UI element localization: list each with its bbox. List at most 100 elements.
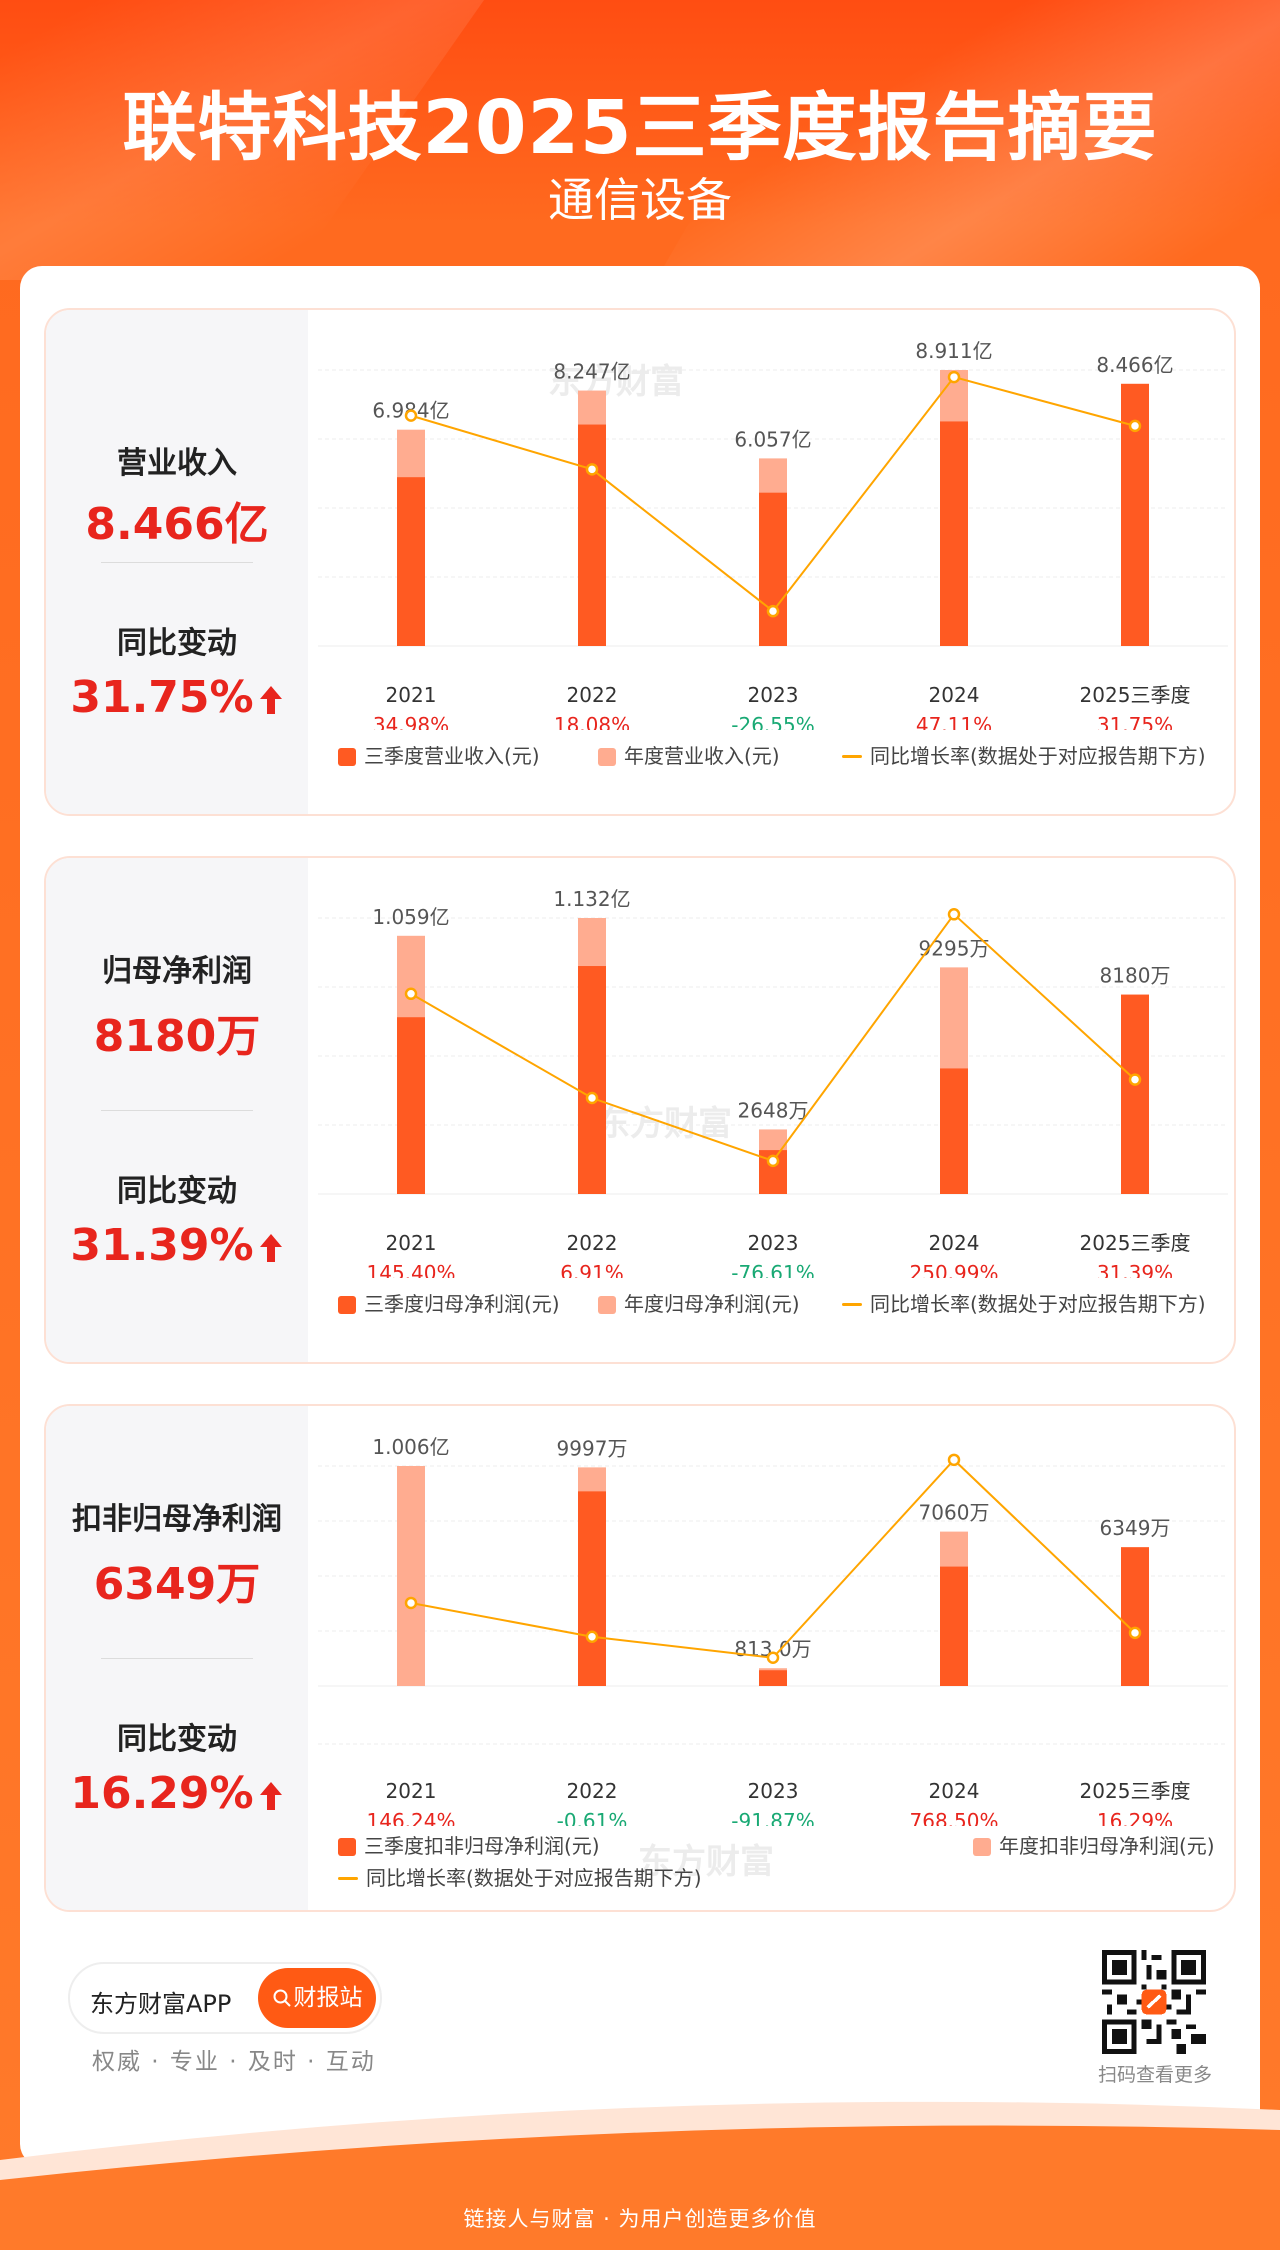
chart-svg: 1.059亿 2021 145.40% 1.132亿 2022 6.91% 2648万 202… bbox=[318, 887, 1228, 1278]
category-tick-label: 2021 bbox=[386, 683, 437, 707]
change-value-text: 16.29% bbox=[70, 1768, 254, 1819]
metric-label: 营业收入 bbox=[117, 446, 237, 481]
growth-rate-label: 47.11% bbox=[916, 713, 992, 730]
search-icon bbox=[273, 1989, 291, 2007]
app-search-pill[interactable]: 东方财富APP 财报站 bbox=[68, 1962, 382, 2034]
arrow-up-icon bbox=[259, 1782, 282, 1810]
annual-bar bbox=[397, 1466, 425, 1686]
category-tick-label: 2022 bbox=[567, 1779, 618, 1803]
q3-bar bbox=[759, 492, 787, 646]
q3-bar bbox=[1121, 1547, 1149, 1686]
growth-rate-label: -76.61% bbox=[731, 1261, 814, 1278]
bar-value-label: 1.059亿 bbox=[372, 905, 449, 929]
bar-value-label: 7060万 bbox=[919, 1501, 990, 1525]
legend-annual-label: 年度扣非归母净利润(元) bbox=[999, 1834, 1215, 1858]
change-value: 31.39% bbox=[46, 1220, 308, 1271]
report-card: 营业收入 8.466亿 同比变动 31.75% 东方财富 6.984亿20213… bbox=[20, 266, 1260, 2166]
page-title: 联特科技2025三季度报告摘要 bbox=[122, 85, 1158, 171]
q3-bar bbox=[940, 1068, 968, 1194]
change-value: 31.75% bbox=[46, 672, 308, 723]
chart-svg: 6.984亿202134.98%8.247亿202218.08%6.057亿20… bbox=[318, 339, 1228, 730]
growth-rate-label: 34.98% bbox=[373, 713, 449, 730]
legend-line bbox=[338, 1877, 358, 1880]
category-tick-label: 2022 bbox=[567, 683, 618, 707]
divider bbox=[101, 1110, 253, 1111]
deducted-profit-chart: 东方财富 1.006亿 2021 146.24% 9997万 2022 -0.61% 813… bbox=[308, 1406, 1234, 1910]
change-label: 同比变动 bbox=[117, 626, 237, 661]
chart-svg: 1.006亿2021146.24%9997万2022-0.61%813.0万20… bbox=[318, 1435, 1228, 1826]
q3-bar bbox=[578, 966, 606, 1194]
legend-growth: 同比增长率(数据处于对应报告期下方) bbox=[842, 1288, 1206, 1317]
legend-growth: 同比增长率(数据处于对应报告期下方) bbox=[338, 1862, 702, 1891]
legend-growth-label: 同比增长率(数据处于对应报告期下方) bbox=[366, 1866, 702, 1890]
growth-rate-label: 31.39% bbox=[1097, 1261, 1173, 1278]
legend-swatch bbox=[598, 1296, 616, 1314]
legend-q3: 三季度扣非归母净利润(元) bbox=[338, 1830, 600, 1859]
metric-label: 扣非归母净利润 bbox=[72, 1502, 282, 1537]
qr-code-icon[interactable] bbox=[1102, 1950, 1206, 2054]
legend-swatch bbox=[973, 1838, 991, 1856]
q3-bar bbox=[578, 1491, 606, 1686]
bottom-slogan: 链接人与财富 · 为用户创造更多价值 bbox=[463, 2207, 817, 2231]
growth-point bbox=[404, 1596, 418, 1610]
growth-point bbox=[947, 1453, 961, 1467]
deducted-profit-section: 扣非归母净利润 6349万 同比变动 16.29% 东方财富 1.006亿 202… bbox=[44, 1404, 1236, 1912]
category-tick-label: 2025三季度 bbox=[1080, 1231, 1191, 1255]
growth-point bbox=[947, 908, 961, 921]
growth-rate-label: 18.08% bbox=[554, 713, 630, 730]
change-label: 同比变动 bbox=[117, 1722, 237, 1757]
growth-point bbox=[1128, 419, 1142, 433]
bar-value-label: 1.132亿 bbox=[553, 887, 630, 911]
bar-value-label: 6.057亿 bbox=[734, 427, 811, 451]
bar-value-label: 8180万 bbox=[1100, 964, 1171, 988]
growth-rate-label: -91.87% bbox=[731, 1809, 814, 1826]
change-value: 16.29% bbox=[46, 1768, 308, 1819]
category-tick-label: 2023 bbox=[748, 1779, 799, 1803]
metric-panel: 归母净利润 8180万 同比变动 31.39% bbox=[46, 858, 308, 1362]
legend-swatch bbox=[338, 748, 356, 766]
metric-panel: 扣非归母净利润 6349万 同比变动 16.29% bbox=[46, 1406, 308, 1910]
bar-value-label: 8.466亿 bbox=[1096, 353, 1173, 377]
growth-rate-label: 16.29% bbox=[1097, 1809, 1173, 1826]
category-tick-label: 2024 bbox=[929, 1231, 980, 1255]
q3-bar bbox=[1121, 994, 1149, 1194]
net-profit-chart: 东方财富 1.059亿 2021 145.40% 1.132亿 2022 6.91% 264… bbox=[308, 858, 1234, 1362]
bar-value-label: 9997万 bbox=[557, 1436, 628, 1460]
legend-annual: 年度归母净利润(元) bbox=[598, 1288, 800, 1317]
category-tick-label: 2022 bbox=[567, 1231, 618, 1255]
legend-annual: 年度扣非归母净利润(元) bbox=[973, 1830, 1215, 1859]
watermark: 东方财富 bbox=[548, 362, 684, 402]
metric-label: 归母净利润 bbox=[102, 954, 252, 989]
category-tick-label: 2021 bbox=[386, 1231, 437, 1255]
report-station-button[interactable]: 财报站 bbox=[258, 1968, 376, 2028]
legend-q3-label: 三季度扣非归母净利润(元) bbox=[364, 1834, 600, 1858]
q3-bar bbox=[578, 424, 606, 646]
growth-point bbox=[585, 1091, 599, 1105]
legend-q3: 三季度归母净利润(元) bbox=[338, 1288, 560, 1317]
category-tick-label: 2023 bbox=[748, 683, 799, 707]
arrow-up-icon bbox=[259, 1234, 282, 1262]
legend-annual-label: 年度归母净利润(元) bbox=[624, 1292, 800, 1316]
bar-value-label: 8.911亿 bbox=[915, 339, 992, 363]
legend-annual: 年度营业收入(元) bbox=[598, 740, 780, 769]
qr-caption: 扫码查看更多 bbox=[1097, 2064, 1212, 2086]
q3-bar bbox=[940, 421, 968, 646]
growth-point bbox=[766, 1651, 780, 1664]
growth-point bbox=[585, 463, 599, 476]
q3-bar bbox=[940, 1566, 968, 1686]
legend-growth-label: 同比增长率(数据处于对应报告期下方) bbox=[870, 1292, 1206, 1316]
legend-swatch bbox=[598, 748, 616, 766]
bar-value-label: 8.247亿 bbox=[553, 360, 630, 384]
arrow-up-icon bbox=[259, 686, 282, 714]
header: 联特科技2025三季度报告摘要 通信设备 bbox=[0, 0, 1280, 260]
legend-swatch bbox=[338, 1838, 356, 1856]
legend-swatch bbox=[338, 1296, 356, 1314]
legend-growth: 同比增长率(数据处于对应报告期下方) bbox=[842, 740, 1206, 769]
change-value-text: 31.39% bbox=[70, 1220, 254, 1271]
watermark: 东方财富 bbox=[638, 1842, 774, 1882]
growth-line bbox=[410, 912, 1136, 1163]
slogan: 权威 · 专业 · 及时 · 互动 bbox=[92, 2049, 376, 2075]
growth-point bbox=[766, 1154, 780, 1168]
growth-rate-label: 250.99% bbox=[910, 1261, 999, 1278]
bar-value-label: 9295万 bbox=[919, 936, 990, 960]
